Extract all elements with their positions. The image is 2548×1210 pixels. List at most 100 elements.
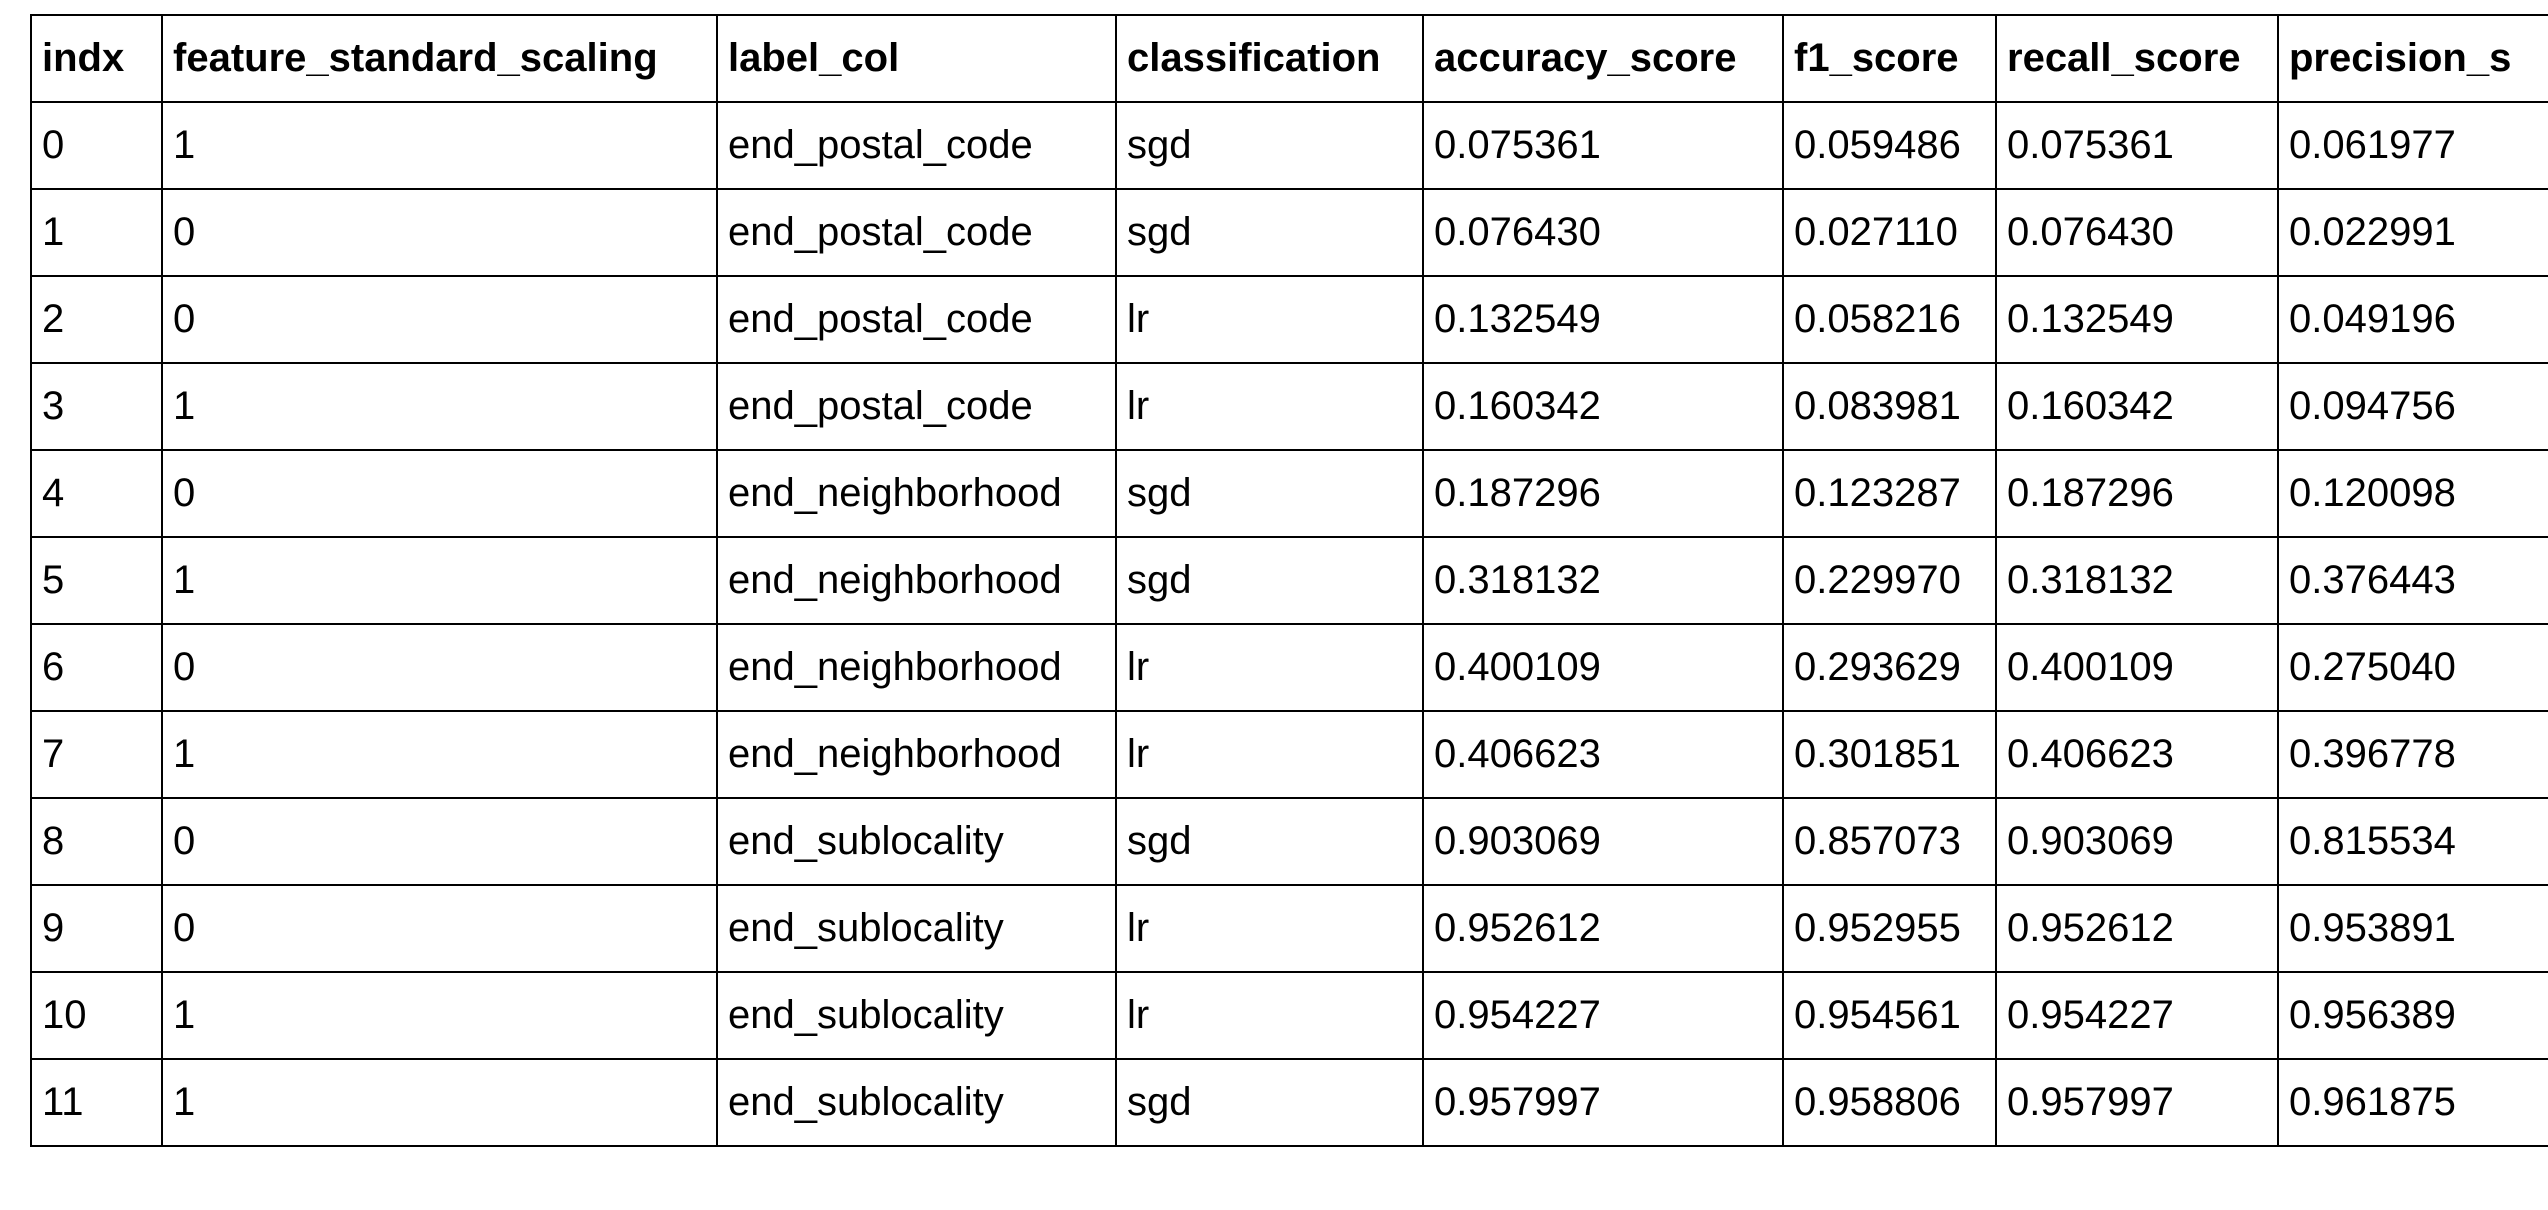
cell-recall-score: 0.954227	[1995, 971, 2279, 1060]
cell-indx: 1	[30, 188, 163, 277]
cell-classification: sgd	[1115, 536, 1424, 625]
cell-accuracy-score: 0.076430	[1422, 188, 1784, 277]
cell-indx: 11	[30, 1058, 163, 1147]
table-row: 1 0 end_postal_code sgd 0.076430 0.02711…	[30, 188, 2548, 277]
cell-label-col: end_postal_code	[716, 275, 1117, 364]
cell-f1-score: 0.952955	[1782, 884, 1997, 973]
cell-f1-score: 0.027110	[1782, 188, 1997, 277]
cell-indx: 9	[30, 884, 163, 973]
cell-feature-standard-scaling: 0	[161, 623, 718, 712]
cell-recall-score: 0.160342	[1995, 362, 2279, 451]
cell-precision-score: 0.275040	[2277, 623, 2548, 712]
cell-recall-score: 0.957997	[1995, 1058, 2279, 1147]
table-row: 6 0 end_neighborhood lr 0.400109 0.29362…	[30, 623, 2548, 712]
cell-indx: 8	[30, 797, 163, 886]
column-header-accuracy-score: accuracy_score	[1422, 14, 1784, 103]
cell-accuracy-score: 0.160342	[1422, 362, 1784, 451]
cell-label-col: end_neighborhood	[716, 536, 1117, 625]
cell-indx: 7	[30, 710, 163, 799]
cell-f1-score: 0.954561	[1782, 971, 1997, 1060]
cell-recall-score: 0.406623	[1995, 710, 2279, 799]
cell-precision-score: 0.094756	[2277, 362, 2548, 451]
table-row: 11 1 end_sublocality sgd 0.957997 0.9588…	[30, 1058, 2548, 1147]
cell-f1-score: 0.293629	[1782, 623, 1997, 712]
table-row: 2 0 end_postal_code lr 0.132549 0.058216…	[30, 275, 2548, 364]
cell-accuracy-score: 0.400109	[1422, 623, 1784, 712]
cell-recall-score: 0.187296	[1995, 449, 2279, 538]
cell-label-col: end_neighborhood	[716, 710, 1117, 799]
cell-label-col: end_sublocality	[716, 797, 1117, 886]
cell-indx: 4	[30, 449, 163, 538]
cell-accuracy-score: 0.954227	[1422, 971, 1784, 1060]
cell-precision-score: 0.961875	[2277, 1058, 2548, 1147]
cell-precision-score: 0.022991	[2277, 188, 2548, 277]
cell-feature-standard-scaling: 1	[161, 971, 718, 1060]
cell-recall-score: 0.075361	[1995, 101, 2279, 190]
cell-classification: sgd	[1115, 101, 1424, 190]
cell-accuracy-score: 0.903069	[1422, 797, 1784, 886]
results-table: indx feature_standard_scaling label_col …	[30, 14, 2548, 1147]
cell-feature-standard-scaling: 1	[161, 536, 718, 625]
cell-indx: 2	[30, 275, 163, 364]
cell-recall-score: 0.903069	[1995, 797, 2279, 886]
cell-indx: 10	[30, 971, 163, 1060]
cell-classification: sgd	[1115, 1058, 1424, 1147]
cell-recall-score: 0.318132	[1995, 536, 2279, 625]
table-body: 0 1 end_postal_code sgd 0.075361 0.05948…	[30, 101, 2548, 1147]
column-header-precision-score: precision_s	[2277, 14, 2548, 103]
cell-f1-score: 0.058216	[1782, 275, 1997, 364]
table-row: 9 0 end_sublocality lr 0.952612 0.952955…	[30, 884, 2548, 973]
cell-label-col: end_neighborhood	[716, 449, 1117, 538]
cell-label-col: end_postal_code	[716, 101, 1117, 190]
cell-classification: sgd	[1115, 449, 1424, 538]
cell-feature-standard-scaling: 0	[161, 884, 718, 973]
cell-classification: lr	[1115, 623, 1424, 712]
cell-precision-score: 0.396778	[2277, 710, 2548, 799]
cell-f1-score: 0.083981	[1782, 362, 1997, 451]
cell-classification: lr	[1115, 710, 1424, 799]
cell-accuracy-score: 0.075361	[1422, 101, 1784, 190]
cell-precision-score: 0.049196	[2277, 275, 2548, 364]
cell-precision-score: 0.956389	[2277, 971, 2548, 1060]
cell-indx: 0	[30, 101, 163, 190]
column-header-f1-score: f1_score	[1782, 14, 1997, 103]
cell-feature-standard-scaling: 1	[161, 710, 718, 799]
cell-classification: sgd	[1115, 797, 1424, 886]
cell-f1-score: 0.857073	[1782, 797, 1997, 886]
table-row: 0 1 end_postal_code sgd 0.075361 0.05948…	[30, 101, 2548, 190]
table-row: 5 1 end_neighborhood sgd 0.318132 0.2299…	[30, 536, 2548, 625]
results-table-container: indx feature_standard_scaling label_col …	[30, 14, 2548, 1147]
cell-label-col: end_postal_code	[716, 188, 1117, 277]
column-header-label-col: label_col	[716, 14, 1117, 103]
cell-accuracy-score: 0.318132	[1422, 536, 1784, 625]
cell-indx: 6	[30, 623, 163, 712]
table-row: 4 0 end_neighborhood sgd 0.187296 0.1232…	[30, 449, 2548, 538]
cell-label-col: end_sublocality	[716, 884, 1117, 973]
cell-label-col: end_sublocality	[716, 1058, 1117, 1147]
cell-f1-score: 0.301851	[1782, 710, 1997, 799]
cell-indx: 5	[30, 536, 163, 625]
header-row: indx feature_standard_scaling label_col …	[30, 14, 2548, 103]
cell-accuracy-score: 0.406623	[1422, 710, 1784, 799]
table-row: 7 1 end_neighborhood lr 0.406623 0.30185…	[30, 710, 2548, 799]
cell-recall-score: 0.400109	[1995, 623, 2279, 712]
cell-recall-score: 0.952612	[1995, 884, 2279, 973]
cell-accuracy-score: 0.952612	[1422, 884, 1784, 973]
cell-classification: lr	[1115, 362, 1424, 451]
cell-classification: lr	[1115, 884, 1424, 973]
table-row: 8 0 end_sublocality sgd 0.903069 0.85707…	[30, 797, 2548, 886]
cell-recall-score: 0.076430	[1995, 188, 2279, 277]
cell-label-col: end_neighborhood	[716, 623, 1117, 712]
cell-feature-standard-scaling: 0	[161, 275, 718, 364]
cell-precision-score: 0.120098	[2277, 449, 2548, 538]
cell-classification: lr	[1115, 971, 1424, 1060]
table-row: 10 1 end_sublocality lr 0.954227 0.95456…	[30, 971, 2548, 1060]
cell-feature-standard-scaling: 0	[161, 188, 718, 277]
cell-f1-score: 0.059486	[1782, 101, 1997, 190]
cell-f1-score: 0.958806	[1782, 1058, 1997, 1147]
cell-precision-score: 0.376443	[2277, 536, 2548, 625]
cell-f1-score: 0.123287	[1782, 449, 1997, 538]
cell-accuracy-score: 0.957997	[1422, 1058, 1784, 1147]
cell-feature-standard-scaling: 1	[161, 1058, 718, 1147]
cell-accuracy-score: 0.187296	[1422, 449, 1784, 538]
